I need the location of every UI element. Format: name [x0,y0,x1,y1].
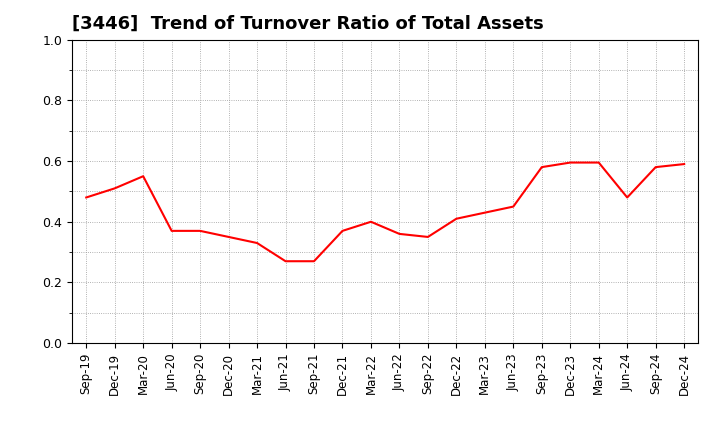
Text: [3446]  Trend of Turnover Ratio of Total Assets: [3446] Trend of Turnover Ratio of Total … [72,15,544,33]
